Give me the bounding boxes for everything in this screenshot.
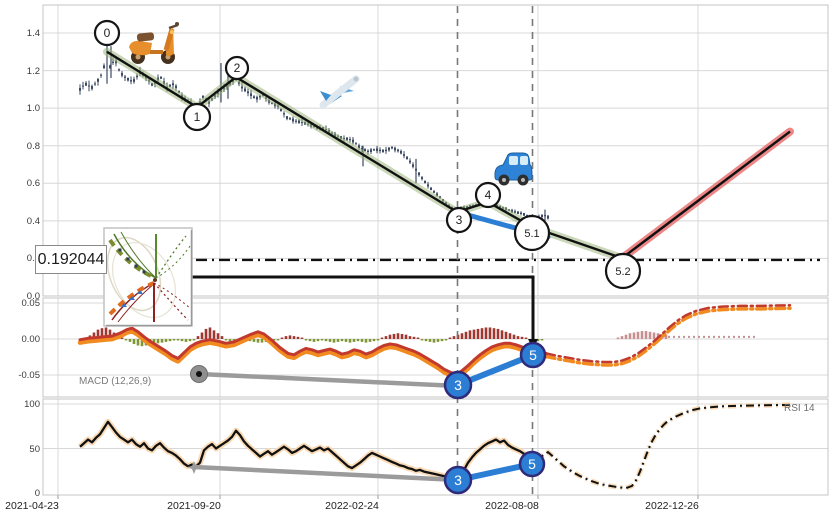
macd-y-tick-label: 0.00: [21, 334, 41, 345]
price-y-tick-label: 0.4: [26, 215, 40, 227]
x-tick-label: 2021-04-23: [5, 500, 59, 512]
price-y-tick-label: 1.4: [26, 28, 40, 39]
price-y-tick-label: 0.2: [26, 253, 40, 265]
macd-y-tick-label: -0.05: [18, 370, 40, 381]
svg-text:4: 4: [485, 188, 492, 202]
svg-text:3: 3: [456, 213, 463, 227]
svg-text:5.2: 5.2: [615, 266, 630, 278]
price-level-value: 0.192044: [37, 250, 105, 268]
price-y-tick-label: 0.6: [26, 178, 40, 190]
price-y-tick-label: 0.8: [26, 140, 40, 152]
wave-circles: 0 1 2 3 4 5.1 5.2: [93, 19, 642, 290]
gray-trendlines: [187, 365, 461, 483]
svg-text:5: 5: [529, 347, 537, 363]
svg-text:3: 3: [454, 472, 462, 488]
macd-y-tick-label: 0.05: [21, 298, 41, 309]
indicator-markers: 3 5 3 5: [192, 275, 547, 495]
svg-text:0: 0: [104, 26, 111, 40]
macd-series: [77, 303, 792, 380]
rsi-y-tick-label: 100: [24, 399, 40, 410]
rsi-y-tick-label: 0: [34, 488, 40, 499]
airplane-emoji: [319, 75, 360, 109]
emoji-icons: [129, 22, 533, 186]
x-tick-label: 2022-08-08: [485, 500, 539, 512]
x-tick-label: 2021-09-20: [167, 500, 221, 512]
rsi-y-tick-label: 50: [29, 443, 40, 455]
svg-text:1: 1: [194, 110, 201, 124]
price-level-callout: 0.192044: [35, 245, 107, 274]
macd-label: MACD (12,26,9): [79, 376, 152, 387]
svg-text:2: 2: [234, 61, 241, 75]
price-y-tick-label: 0.0: [26, 291, 40, 302]
x-tick-label: 2022-12-26: [645, 500, 699, 512]
price-y-tick-label: 1.2: [26, 65, 40, 77]
indicator-inset-thumbnail: [103, 227, 193, 327]
price-y-tick-label: 1.0: [26, 103, 40, 115]
scooter-emoji: [129, 22, 179, 64]
car-emoji: [494, 152, 533, 186]
svg-text:5: 5: [528, 456, 536, 472]
event-lines: [456, 6, 534, 494]
rsi-label: RSI 14: [784, 403, 815, 414]
x-tick-label: 2022-02-24: [325, 500, 379, 512]
svg-text:3: 3: [454, 377, 462, 393]
svg-text:5.1: 5.1: [524, 228, 539, 240]
